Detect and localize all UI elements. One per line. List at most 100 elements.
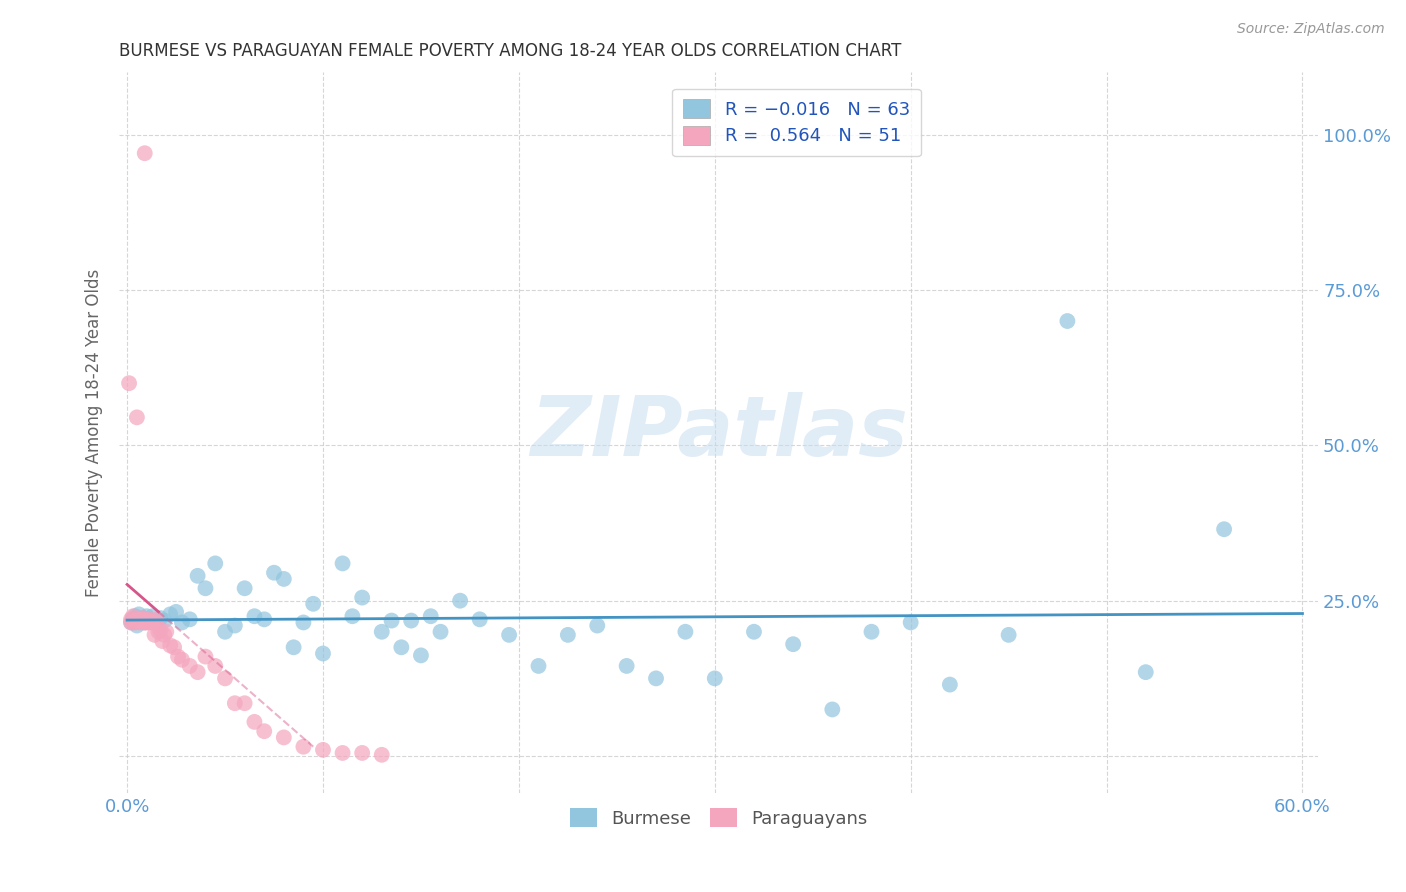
Point bbox=[399, 614, 422, 628]
Point bbox=[997, 628, 1019, 642]
Point bbox=[1135, 665, 1157, 680]
Point bbox=[134, 146, 156, 161]
Point bbox=[821, 702, 844, 716]
Point bbox=[142, 615, 165, 630]
Point bbox=[122, 615, 145, 630]
Point bbox=[138, 612, 160, 626]
Point bbox=[243, 609, 266, 624]
Point bbox=[187, 569, 209, 583]
Point bbox=[939, 677, 962, 691]
Point bbox=[138, 612, 160, 626]
Point bbox=[292, 615, 315, 630]
Point bbox=[332, 557, 354, 571]
Point bbox=[194, 581, 217, 595]
Point bbox=[419, 609, 441, 624]
Point bbox=[170, 653, 193, 667]
Point bbox=[125, 410, 148, 425]
Point bbox=[125, 612, 148, 626]
Point bbox=[128, 614, 150, 628]
Point bbox=[312, 743, 335, 757]
Point bbox=[273, 572, 295, 586]
Point bbox=[155, 624, 177, 639]
Point bbox=[468, 612, 491, 626]
Point bbox=[150, 634, 173, 648]
Point bbox=[312, 647, 335, 661]
Point bbox=[134, 615, 156, 630]
Point bbox=[129, 612, 152, 626]
Point bbox=[253, 724, 276, 739]
Point bbox=[645, 672, 668, 686]
Point bbox=[170, 615, 193, 630]
Point bbox=[132, 615, 155, 630]
Point bbox=[273, 731, 295, 745]
Point bbox=[449, 593, 471, 607]
Point bbox=[187, 665, 209, 680]
Point bbox=[194, 649, 217, 664]
Point bbox=[292, 739, 315, 754]
Point bbox=[145, 615, 167, 630]
Point bbox=[179, 659, 201, 673]
Point bbox=[673, 624, 696, 639]
Point bbox=[159, 607, 181, 622]
Point bbox=[128, 615, 150, 630]
Point bbox=[120, 612, 142, 626]
Point bbox=[557, 628, 579, 642]
Point bbox=[263, 566, 285, 580]
Point bbox=[224, 696, 246, 710]
Point bbox=[163, 640, 186, 655]
Point bbox=[352, 591, 374, 605]
Point bbox=[149, 611, 172, 625]
Point bbox=[224, 618, 246, 632]
Point bbox=[302, 597, 325, 611]
Point bbox=[214, 672, 236, 686]
Legend: Burmese, Paraguayans: Burmese, Paraguayans bbox=[562, 801, 875, 835]
Point bbox=[159, 639, 181, 653]
Point bbox=[527, 659, 550, 673]
Point bbox=[120, 615, 142, 630]
Point bbox=[124, 609, 146, 624]
Point bbox=[129, 614, 152, 628]
Point bbox=[120, 615, 142, 630]
Point bbox=[134, 612, 156, 626]
Point bbox=[132, 611, 155, 625]
Point bbox=[128, 607, 150, 622]
Point bbox=[371, 624, 394, 639]
Point bbox=[782, 637, 804, 651]
Point bbox=[135, 614, 157, 628]
Point bbox=[143, 628, 166, 642]
Text: BURMESE VS PARAGUAYAN FEMALE POVERTY AMONG 18-24 YEAR OLDS CORRELATION CHART: BURMESE VS PARAGUAYAN FEMALE POVERTY AMO… bbox=[120, 42, 901, 60]
Point bbox=[371, 747, 394, 762]
Point bbox=[380, 614, 402, 628]
Text: Source: ZipAtlas.com: Source: ZipAtlas.com bbox=[1237, 22, 1385, 37]
Point bbox=[124, 612, 146, 626]
Point bbox=[118, 376, 141, 391]
Text: ZIPatlas: ZIPatlas bbox=[530, 392, 908, 474]
Point bbox=[204, 557, 226, 571]
Point bbox=[742, 624, 765, 639]
Point bbox=[145, 612, 167, 626]
Point bbox=[145, 615, 167, 630]
Point bbox=[352, 746, 374, 760]
Point bbox=[179, 612, 201, 626]
Y-axis label: Female Poverty Among 18-24 Year Olds: Female Poverty Among 18-24 Year Olds bbox=[86, 268, 103, 597]
Point bbox=[233, 581, 256, 595]
Point bbox=[129, 614, 152, 628]
Point bbox=[125, 618, 148, 632]
Point bbox=[616, 659, 638, 673]
Point bbox=[332, 746, 354, 760]
Point bbox=[139, 614, 162, 628]
Point bbox=[243, 714, 266, 729]
Point bbox=[204, 659, 226, 673]
Point bbox=[253, 612, 276, 626]
Point bbox=[142, 609, 165, 624]
Point bbox=[122, 612, 145, 626]
Point bbox=[153, 628, 176, 642]
Point bbox=[153, 614, 176, 628]
Point bbox=[214, 624, 236, 639]
Point bbox=[132, 611, 155, 625]
Point bbox=[134, 615, 156, 630]
Point bbox=[498, 628, 520, 642]
Point bbox=[586, 618, 609, 632]
Point bbox=[429, 624, 451, 639]
Point bbox=[149, 624, 172, 638]
